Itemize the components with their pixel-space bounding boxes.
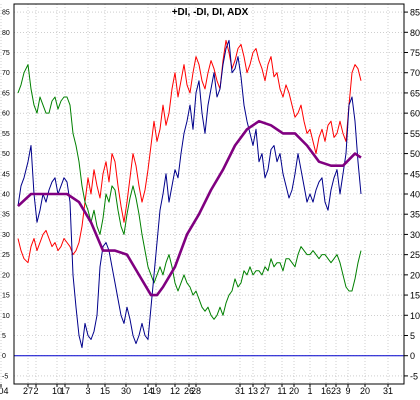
x-day-label: 27: [23, 386, 33, 396]
x-day-label: 11: [277, 386, 286, 396]
x-day-label: 30: [121, 386, 131, 396]
y-tick-label-left: 45: [2, 171, 10, 178]
series-line-1: [17, 39, 362, 264]
y-tick-label-left: 40: [2, 192, 10, 199]
x-day-label: 14: [143, 386, 153, 396]
x-day-label: 3: [85, 386, 90, 396]
y-tick-label-right: 45: [410, 169, 420, 179]
y-tick-label-right: 40: [410, 190, 420, 200]
y-tick-label-right: 80: [410, 28, 420, 38]
x-day-label: 19: [151, 386, 161, 396]
y-axis: -5 0 5 10 15 20 25 30 35 40 45 50 55 60 65 70 75 80 85 -5 0 5…: [2, 8, 420, 382]
y-tick-label-right: 60: [410, 109, 420, 119]
y-tick-label-right: 0: [410, 351, 415, 361]
x-day-label: 31: [235, 386, 245, 396]
y-tick-label-left: 60: [2, 111, 10, 118]
y-tick-label-right: 25: [410, 250, 420, 260]
y-tick-label-right: -5: [410, 371, 418, 381]
y-tick-label-left: 85: [2, 10, 10, 17]
chart-title: +DI, -DI, DI, ADX: [172, 7, 249, 18]
y-tick-label-right: 55: [410, 129, 420, 139]
y-tick-label-left: 55: [2, 131, 10, 138]
x-day-label: 23: [331, 386, 341, 396]
y-tick-label-right: 10: [410, 311, 420, 321]
x-day-label: 17: [60, 386, 70, 396]
series-line-3: [17, 39, 362, 349]
y-tick-label-left: 75: [2, 50, 10, 57]
series-layer: [17, 39, 362, 349]
x-axis: 0042721017315301419122628311327112011623…: [0, 384, 403, 400]
x-day-label: 13: [248, 386, 258, 396]
y-tick-label-right: 5: [410, 331, 415, 341]
y-tick-label-right: 85: [410, 8, 420, 18]
y-tick-label-right: 70: [410, 68, 420, 78]
y-tick-label-right: 75: [410, 48, 420, 58]
y-tick-label-left: 80: [2, 30, 10, 37]
y-tick-label-left: 20: [2, 272, 10, 279]
y-tick-label-left: 15: [2, 293, 10, 300]
series-line-2: [17, 64, 362, 320]
x-day-label: 31: [383, 386, 393, 396]
y-tick-label-right: 35: [410, 210, 420, 220]
y-tick-label-left: 70: [2, 70, 10, 77]
y-tick-label-right: 65: [410, 88, 420, 98]
y-tick-label-right: 15: [410, 291, 420, 301]
y-tick-label-left: 5: [2, 333, 6, 340]
y-tick-label-left: 25: [2, 252, 10, 259]
y-tick-label-right: 20: [410, 270, 420, 280]
y-tick-label-left: 0: [2, 353, 6, 360]
x-day-label: 2: [33, 386, 38, 396]
y-tick-label-left: 10: [2, 313, 10, 320]
horizontal-gridlines: [14, 11, 404, 377]
x-day-label: 1: [307, 386, 312, 396]
x-day-label: 12: [170, 386, 180, 396]
x-day-label: 27: [260, 386, 270, 396]
x-day-label: 28: [191, 386, 201, 396]
x-day-label: 20: [360, 386, 370, 396]
x-day-label: 15: [100, 386, 110, 396]
y-tick-label-left: -5: [2, 373, 8, 380]
y-tick-label-right: 30: [410, 230, 420, 240]
x-day-label: 004: [0, 386, 9, 396]
y-tick-label-left: 65: [2, 90, 10, 97]
x-day-label: 20: [289, 386, 299, 396]
x-day-label: 16: [321, 386, 331, 396]
y-tick-label-left: 35: [2, 212, 10, 219]
y-tick-label-left: 50: [2, 151, 10, 158]
y-tick-label-right: 50: [410, 149, 420, 159]
x-day-label: 9: [345, 386, 350, 396]
x-day-label: 10: [52, 386, 62, 396]
x-day-label: 26: [184, 386, 194, 396]
y-tick-label-left: 30: [2, 232, 10, 239]
series-line-4: [17, 119, 362, 297]
